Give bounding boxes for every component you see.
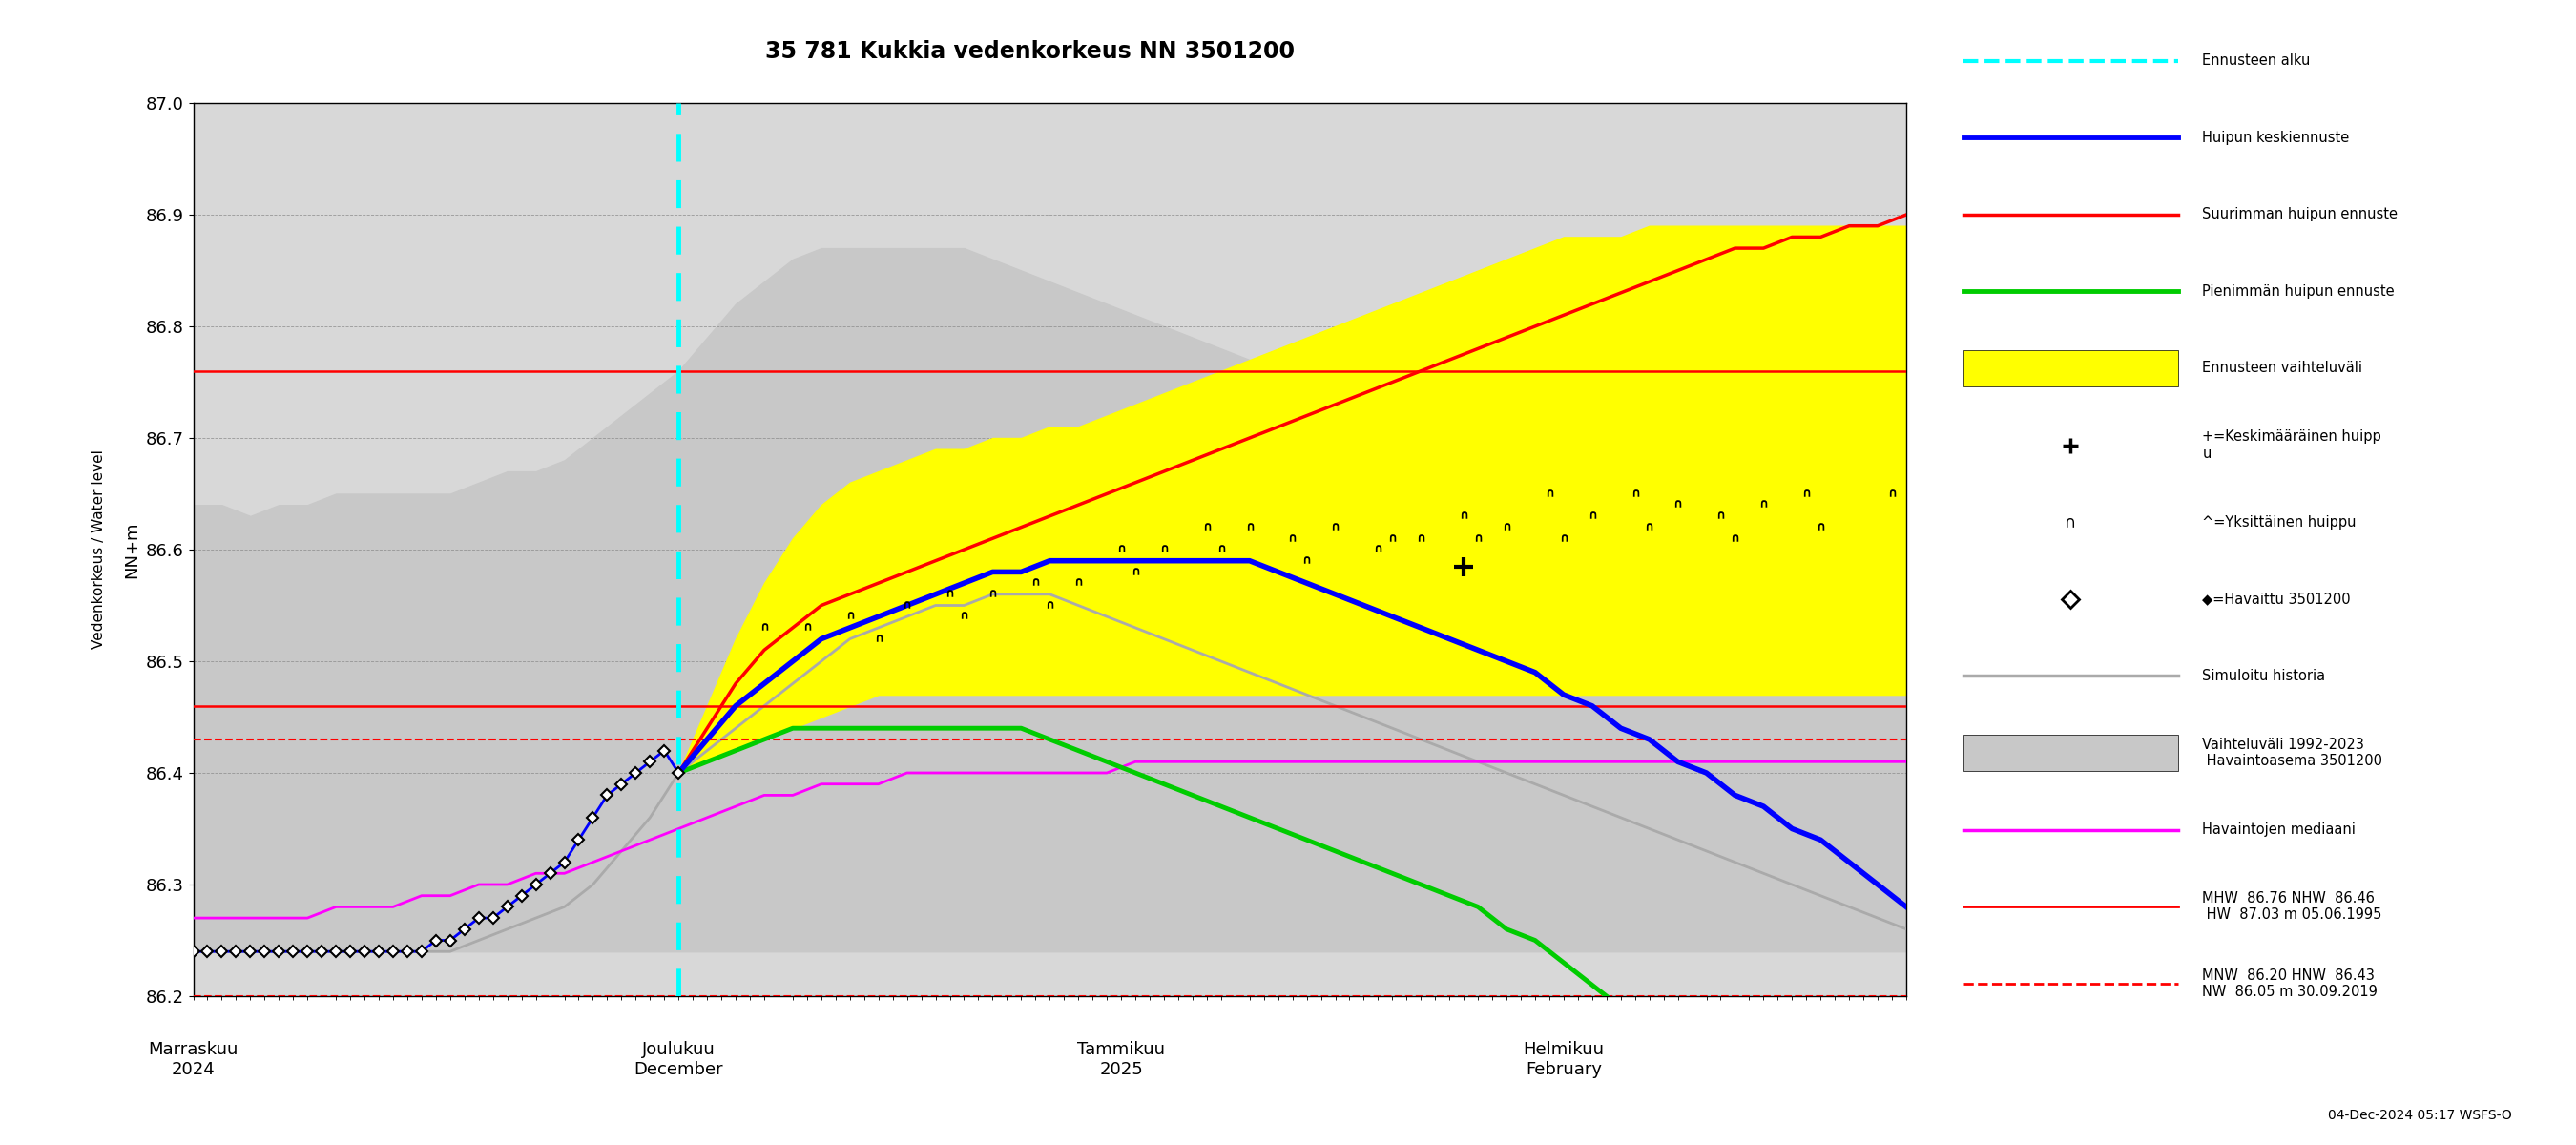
Text: ∩: ∩ — [1587, 510, 1597, 522]
Text: ∩: ∩ — [1203, 521, 1211, 534]
Text: ∩: ∩ — [1244, 521, 1255, 534]
Text: ∩: ∩ — [1502, 521, 1512, 534]
Text: Ennusteen vaihteluväli: Ennusteen vaihteluväli — [2202, 361, 2362, 376]
Text: ∩: ∩ — [1631, 488, 1641, 500]
Text: ∩: ∩ — [1388, 532, 1396, 545]
Y-axis label: NN+m: NN+m — [124, 521, 142, 578]
Text: ◆=Havaittu 3501200: ◆=Havaittu 3501200 — [2202, 592, 2352, 606]
Text: ∩: ∩ — [1373, 544, 1383, 555]
Text: ∩: ∩ — [1816, 521, 1826, 534]
Text: ∩: ∩ — [873, 633, 884, 645]
Text: ∩: ∩ — [845, 610, 855, 623]
Text: ∩: ∩ — [1074, 577, 1082, 590]
Text: 35 781 Kukkia vedenkorkeus NN 3501200: 35 781 Kukkia vedenkorkeus NN 3501200 — [765, 40, 1296, 63]
Text: ∩: ∩ — [1558, 532, 1569, 545]
Text: ∩: ∩ — [1716, 510, 1726, 522]
Text: ∩: ∩ — [1731, 532, 1739, 545]
Text: ^=Yksittäinen huippu: ^=Yksittäinen huippu — [2202, 515, 2357, 529]
Text: ∩: ∩ — [1759, 499, 1767, 511]
Text: ∩: ∩ — [1801, 488, 1811, 500]
Text: Marraskuu
2024: Marraskuu 2024 — [149, 1041, 237, 1077]
Text: Suurimman huipun ennuste: Suurimman huipun ennuste — [2202, 207, 2398, 222]
Text: ∩: ∩ — [1546, 488, 1553, 500]
Text: ∩: ∩ — [902, 599, 912, 611]
Text: ∩: ∩ — [2066, 513, 2076, 530]
Text: Simuloitu historia: Simuloitu historia — [2202, 669, 2326, 684]
Text: ∩: ∩ — [1030, 577, 1041, 590]
Text: ∩: ∩ — [1115, 544, 1126, 555]
Bar — [1963, 735, 2177, 771]
Text: ∩: ∩ — [1417, 532, 1425, 545]
Text: +=Keskimääräinen huipp
u: +=Keskimääräinen huipp u — [2202, 429, 2380, 460]
Text: ∩: ∩ — [1473, 532, 1484, 545]
Text: Vaihteluväli 1992-2023
 Havaintoasema 3501200: Vaihteluväli 1992-2023 Havaintoasema 350… — [2202, 737, 2383, 768]
Text: Joulukuu
December: Joulukuu December — [634, 1041, 724, 1077]
Text: Pienimmän huipun ennuste: Pienimmän huipun ennuste — [2202, 284, 2396, 299]
Text: MNW  86.20 HNW  86.43
NW  86.05 m 30.09.2019: MNW 86.20 HNW 86.43 NW 86.05 m 30.09.201… — [2202, 968, 2378, 998]
Text: ∩: ∩ — [1888, 488, 1896, 500]
Text: ∩: ∩ — [1216, 544, 1226, 555]
Text: ∩: ∩ — [1046, 599, 1054, 611]
Text: ∩: ∩ — [1159, 544, 1170, 555]
Text: ∩: ∩ — [945, 589, 956, 600]
Text: ∩: ∩ — [801, 622, 811, 634]
Text: ∩: ∩ — [1131, 566, 1141, 578]
Text: ∩: ∩ — [1458, 510, 1468, 522]
Text: Huipun keskiennuste: Huipun keskiennuste — [2202, 131, 2349, 144]
Text: ∩: ∩ — [760, 622, 770, 634]
Text: ∩: ∩ — [1301, 554, 1311, 567]
Text: Vedenkorkeus / Water level: Vedenkorkeus / Water level — [93, 450, 106, 649]
Text: ∩: ∩ — [1672, 499, 1682, 511]
Text: ∩: ∩ — [987, 589, 997, 600]
Text: 04-Dec-2024 05:17 WSFS-O: 04-Dec-2024 05:17 WSFS-O — [2329, 1108, 2512, 1122]
Text: Havaintojen mediaani: Havaintojen mediaani — [2202, 822, 2357, 837]
Text: MHW  86.76 NHW  86.46
 HW  87.03 m 05.06.1995: MHW 86.76 NHW 86.46 HW 87.03 m 05.06.199… — [2202, 891, 2383, 922]
Text: ∩: ∩ — [958, 610, 969, 623]
Text: ∩: ∩ — [1288, 532, 1298, 545]
Text: Helmikuu
February: Helmikuu February — [1522, 1041, 1605, 1077]
Text: ∩: ∩ — [1329, 521, 1340, 534]
Text: ∩: ∩ — [1643, 521, 1654, 534]
Text: Ennusteen alku: Ennusteen alku — [2202, 54, 2311, 68]
Text: Tammikuu
2025: Tammikuu 2025 — [1077, 1041, 1164, 1077]
Bar — [1963, 350, 2177, 386]
